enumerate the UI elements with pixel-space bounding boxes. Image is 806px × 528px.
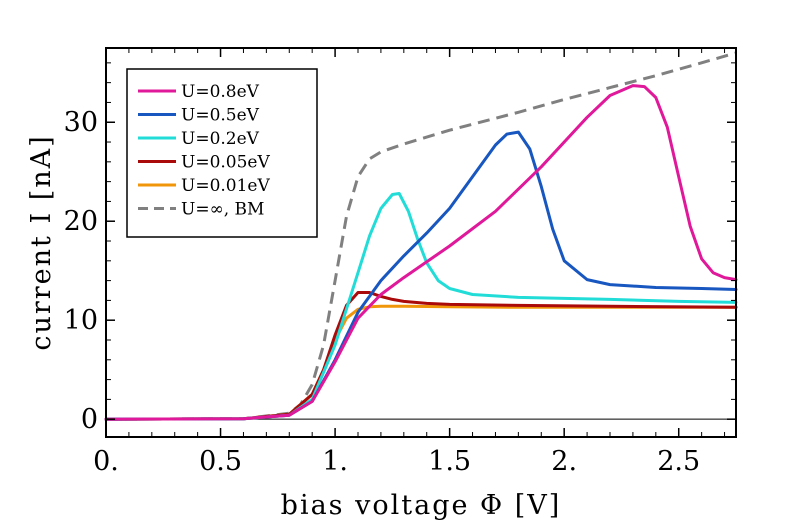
legend-label-4: U=0.01eV — [181, 176, 270, 196]
x-tick-label: 2. — [551, 446, 577, 477]
x-tick-label: 0. — [93, 446, 119, 477]
x-tick-label: 1.5 — [428, 446, 471, 477]
x-tick-label: 1. — [322, 446, 348, 477]
legend: U=0.8eV U=0.5eV U=0.2eV U=0.05eV U=0.01eV U=∞… — [126, 68, 318, 238]
series-line-4 — [104, 304, 738, 421]
legend-label-1: U=0.5eV — [181, 106, 260, 126]
y-tick-label: 30 — [64, 107, 98, 138]
legend-label-2: U=0.2eV — [181, 129, 260, 149]
y-tick-label: 10 — [64, 305, 98, 336]
legend-label-0: U=0.8eV — [181, 82, 260, 102]
y-axis-label: current I [nA] — [26, 134, 57, 350]
plot-frame — [105, 47, 737, 438]
y-tick-label: 20 — [64, 206, 98, 237]
x-axis-label: bias voltage Φ [V] — [281, 490, 562, 521]
series-line-0 — [104, 84, 738, 421]
ticks-layer: 0. 0.5 1. 1.5 2. 2.5 0 10 20 30 — [64, 48, 736, 477]
series-line-2 — [104, 192, 738, 421]
legend-label-3: U=0.05eV — [181, 153, 270, 173]
y-tick-label: 0 — [81, 404, 98, 435]
x-tick-label: 0.5 — [199, 446, 242, 477]
x-tick-label: 2.5 — [657, 446, 700, 477]
series-line-3 — [104, 291, 738, 421]
series-layer — [104, 51, 738, 421]
legend-label-5: U=∞, BM — [181, 200, 264, 220]
